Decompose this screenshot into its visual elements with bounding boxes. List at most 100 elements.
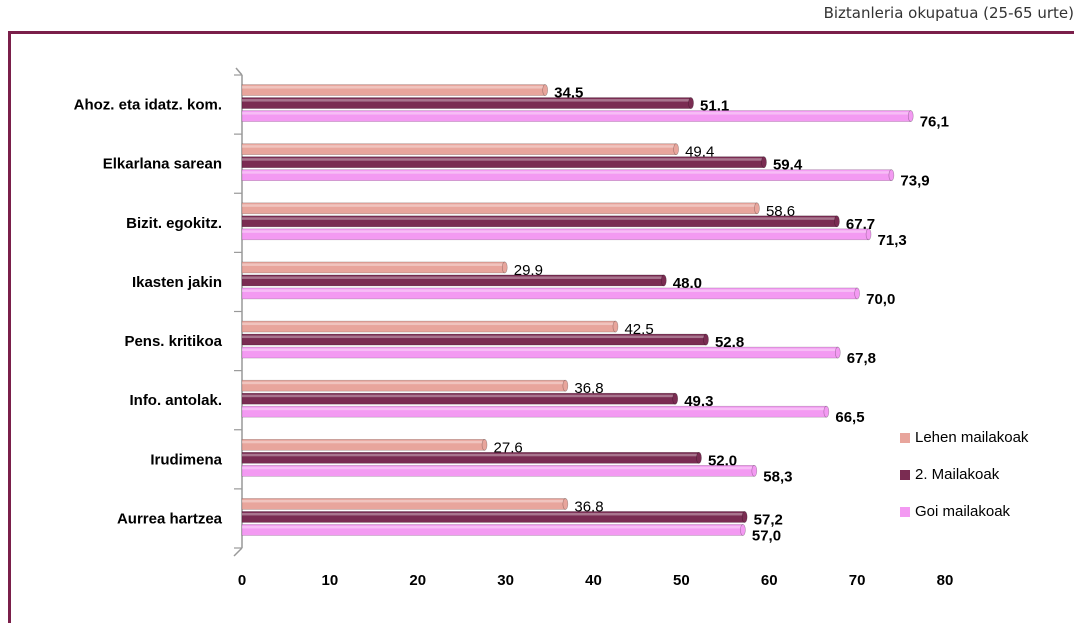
bar-end-cap	[751, 465, 758, 477]
data-label: 51,1	[700, 98, 729, 115]
bar-highlight	[242, 263, 505, 266]
bar-end-cap	[703, 333, 709, 346]
bar-end-cap	[823, 405, 830, 418]
legend-label-lehen: Lehen mailakoak	[915, 429, 1029, 446]
x-tick-label: 40	[585, 572, 602, 589]
bar-highlight	[242, 145, 677, 148]
legend-item-bigarren: 2. Mailakoak	[900, 465, 1028, 484]
bar-end-cap	[672, 392, 679, 405]
data-label: 66,5	[835, 409, 864, 426]
data-label: 36,8	[574, 498, 603, 515]
category-label: Ikasten jakin	[132, 274, 222, 291]
data-label: 57,0	[752, 527, 781, 544]
data-label: 34,5	[554, 85, 583, 102]
bar-highlight	[242, 466, 755, 470]
header-rule	[8, 31, 1074, 34]
legend-swatch-lehen	[900, 432, 910, 443]
data-label: 58,6	[766, 203, 795, 220]
category-label: Pens. kritikoa	[124, 333, 222, 350]
data-label: 48,0	[673, 275, 702, 292]
bar-highlight	[242, 381, 566, 385]
data-label: 59,4	[773, 157, 803, 174]
bar-end-cap	[562, 379, 569, 392]
bar-end-cap	[834, 215, 840, 228]
data-label: 42,5	[624, 321, 653, 338]
bar-highlight	[242, 440, 485, 444]
header-title: Biztanleria okupatua (25-65 urte)	[823, 4, 1074, 22]
bar-highlight	[242, 348, 838, 352]
data-label: 71,3	[878, 232, 907, 249]
bar-end-cap	[834, 346, 841, 359]
category-label: Ahoz. eta idatz. kom.	[74, 97, 222, 114]
bar-highlight	[242, 525, 743, 529]
category-label: Irudimena	[150, 451, 222, 468]
bar-end-cap	[696, 452, 702, 464]
data-label: 27,6	[494, 439, 523, 456]
legend-item-lehen: Lehen mailakoak	[900, 428, 1028, 447]
bar-highlight	[242, 289, 858, 292]
bar-end-cap	[888, 169, 895, 181]
category-label: Elkarlana sarean	[103, 156, 222, 173]
data-label: 29,9	[514, 262, 543, 279]
bar-highlight	[242, 394, 676, 398]
y-axis-top-tick	[235, 67, 243, 76]
data-label: 58,3	[763, 468, 792, 485]
x-tick-label: 80	[937, 572, 954, 589]
bar-end-cap	[854, 287, 860, 300]
bar-end-cap	[907, 110, 914, 122]
bar-end-cap	[562, 498, 569, 510]
bar-highlight	[242, 112, 911, 115]
bar-highlight	[242, 204, 757, 207]
bar-highlight	[242, 171, 892, 174]
bar-end-cap	[740, 524, 746, 536]
data-label: 49,4	[685, 144, 714, 161]
x-tick-label: 60	[761, 572, 778, 589]
bar-end-cap	[501, 261, 508, 274]
bar-highlight	[242, 322, 616, 326]
y-axis-bottom-tick	[233, 547, 243, 557]
bar-highlight	[242, 99, 692, 102]
data-label: 52,8	[715, 334, 744, 351]
x-tick-label: 70	[849, 572, 866, 589]
bar-end-cap	[865, 228, 872, 241]
bar-highlight	[242, 230, 869, 233]
bar-end-cap	[660, 274, 667, 287]
bar-highlight	[242, 335, 706, 339]
bar-end-cap	[754, 202, 760, 215]
data-label: 76,1	[920, 114, 949, 131]
data-label: 73,9	[900, 173, 929, 190]
legend-label-bigarren: 2. Mailakoak	[915, 466, 1000, 483]
legend-label-goi: Goi mailakoak	[915, 503, 1011, 520]
bar-highlight	[242, 407, 827, 411]
bar-end-cap	[612, 320, 619, 333]
bar-highlight	[242, 158, 764, 161]
bar-highlight	[242, 217, 837, 220]
x-tick-label: 50	[673, 572, 690, 589]
bar-end-cap	[481, 439, 488, 451]
category-label: Aurrea hartzea	[117, 510, 223, 527]
x-tick-label: 20	[409, 572, 426, 589]
bar-end-cap	[673, 143, 679, 155]
data-label: 70,0	[866, 291, 895, 308]
category-label: Info. antolak.	[129, 392, 222, 409]
category-label: Bizit. egokitz.	[126, 215, 222, 232]
x-tick-label: 30	[497, 572, 514, 589]
data-label: 49,3	[684, 393, 713, 410]
bar-end-cap	[688, 97, 694, 109]
data-label: 52,0	[708, 452, 737, 469]
legend: Lehen mailakoak 2. Mailakoak Goi mailako…	[900, 428, 1028, 539]
legend-item-goi: Goi mailakoak	[900, 502, 1028, 521]
legend-swatch-bigarren	[900, 469, 910, 480]
bar-highlight	[242, 512, 745, 516]
data-label: 36,8	[574, 380, 603, 397]
bar-highlight	[242, 86, 546, 89]
data-label: 67,7	[846, 216, 875, 233]
side-rule	[8, 31, 11, 623]
bar-end-cap	[741, 511, 748, 523]
bar-end-cap	[761, 156, 767, 168]
x-tick-label: 0	[238, 572, 246, 589]
x-tick-label: 10	[322, 572, 339, 589]
data-label: 67,8	[847, 350, 876, 367]
bar-highlight	[242, 276, 664, 279]
